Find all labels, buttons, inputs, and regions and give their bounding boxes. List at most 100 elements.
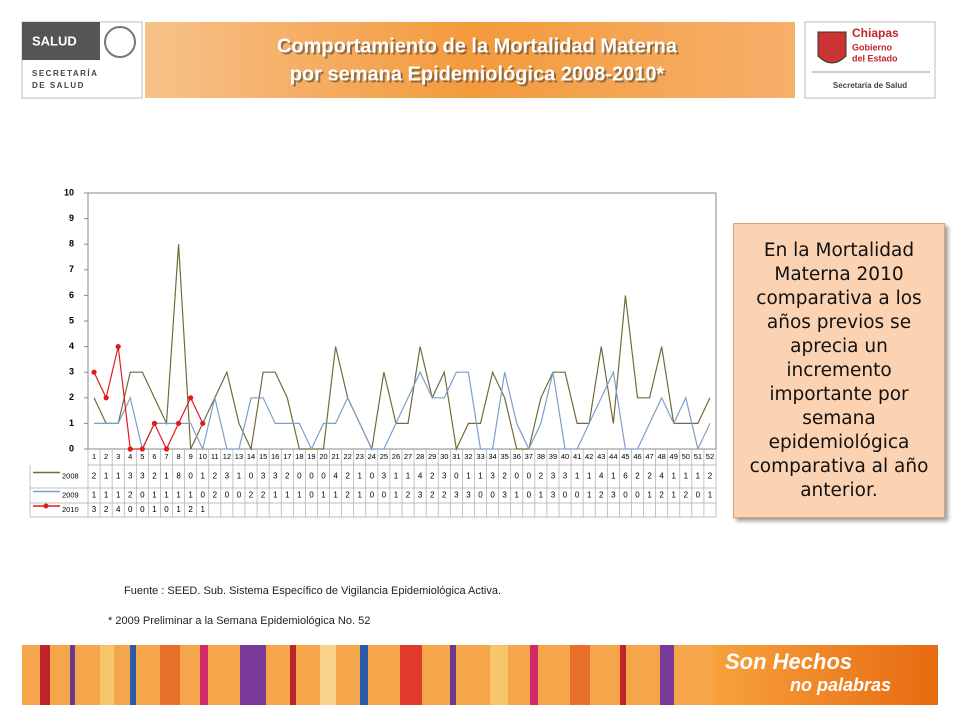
table-value: 1 <box>684 472 689 481</box>
table-value: 3 <box>442 472 447 481</box>
table-value: 1 <box>285 491 290 500</box>
x-tick-label: 23 <box>356 452 364 461</box>
table-value: 0 <box>164 505 169 514</box>
table-value: 1 <box>152 505 157 514</box>
logo-emblem <box>104 26 136 58</box>
y-tick-label: 0 <box>69 443 74 453</box>
table-value: 2 <box>635 472 640 481</box>
x-tick-label: 10 <box>199 452 207 461</box>
x-tick-label: 8 <box>176 452 180 461</box>
table-value: 4 <box>116 505 121 514</box>
table-value: 2 <box>647 472 652 481</box>
table-value: 0 <box>527 491 532 500</box>
table-value: 1 <box>188 491 193 500</box>
y-tick-label: 3 <box>69 367 74 377</box>
x-tick-label: 20 <box>319 452 327 461</box>
table-value: 2 <box>249 491 254 500</box>
x-tick-label: 21 <box>331 452 339 461</box>
x-tick-label: 2 <box>104 452 108 461</box>
x-tick-label: 1 <box>92 452 96 461</box>
y-tick-label: 2 <box>69 392 74 402</box>
table-value: 3 <box>140 472 145 481</box>
legend-marker <box>43 503 49 509</box>
point <box>91 369 97 375</box>
x-tick-label: 29 <box>428 452 436 461</box>
table-value: 2 <box>104 505 109 514</box>
table-value: 3 <box>225 472 230 481</box>
table-value: 1 <box>406 472 411 481</box>
table-value: 3 <box>418 491 423 500</box>
logo-sub: Secretaría de Salud <box>833 81 907 90</box>
logo-line: Gobierno <box>852 42 893 52</box>
table-value: 0 <box>321 472 326 481</box>
table-value: 1 <box>152 491 157 500</box>
title: por semana Epidemiológica 2008-2010* <box>290 63 665 85</box>
x-tick-label: 14 <box>247 452 255 461</box>
table-value: 2 <box>539 472 544 481</box>
table-value: 2 <box>345 472 350 481</box>
point <box>163 446 170 452</box>
table-value: 2 <box>152 472 157 481</box>
x-tick-label: 22 <box>343 452 351 461</box>
x-tick-label: 33 <box>476 452 484 461</box>
table-value: 1 <box>201 505 206 514</box>
table-value: 0 <box>309 472 314 481</box>
x-tick-label: 48 <box>657 452 665 461</box>
table-value: 0 <box>478 491 483 500</box>
x-tick-label: 50 <box>682 452 690 461</box>
table-value: 1 <box>333 491 338 500</box>
table-value: 3 <box>611 491 616 500</box>
table-value: 0 <box>309 491 314 500</box>
y-tick-label: 1 <box>69 418 74 428</box>
table-value: 1 <box>116 472 121 481</box>
table-value: 2 <box>599 491 604 500</box>
table-value: 0 <box>249 472 254 481</box>
x-tick-label: 16 <box>271 452 279 461</box>
table-value: 3 <box>92 505 97 514</box>
table-value: 6 <box>623 472 628 481</box>
table-value: 2 <box>285 472 290 481</box>
slogan: Son Hechos <box>725 649 852 674</box>
y-tick-label: 6 <box>69 290 74 300</box>
chart-area <box>30 183 720 517</box>
table-value: 3 <box>454 491 459 500</box>
table-value: 1 <box>92 491 97 500</box>
table-value: 1 <box>358 491 363 500</box>
x-tick-label: 24 <box>368 452 376 461</box>
x-tick-label: 52 <box>706 452 714 461</box>
title-shadow: Comportamiento de la Mortalidad Materna <box>279 37 680 59</box>
table-value: 1 <box>708 491 713 500</box>
point <box>127 446 133 452</box>
table-value: 1 <box>611 472 616 481</box>
table-value: 1 <box>176 491 181 500</box>
table-value: 2 <box>708 472 713 481</box>
x-tick-label: 38 <box>537 452 545 461</box>
footer-stripes <box>22 645 712 705</box>
table-value: 1 <box>201 472 206 481</box>
table-value: 0 <box>575 491 580 500</box>
logo-line: del Estado <box>852 53 898 63</box>
legend-label: 2010 <box>62 505 79 514</box>
table-value: 1 <box>672 472 677 481</box>
table-value: 2 <box>128 491 133 500</box>
table-value: 2 <box>430 472 435 481</box>
table-value: 4 <box>333 472 338 481</box>
x-tick-label: 18 <box>295 452 303 461</box>
table-value: 2 <box>92 472 97 481</box>
x-tick-label: 31 <box>452 452 460 461</box>
table-value: 1 <box>321 491 326 500</box>
table-value: 1 <box>116 491 121 500</box>
table-value: 2 <box>261 491 266 500</box>
text-box: En la Mortalidad Materna 2010 comparativ… <box>733 223 945 518</box>
table-value: 1 <box>164 491 169 500</box>
table-value: 4 <box>599 472 604 481</box>
table-value: 1 <box>647 491 652 500</box>
table-value: 2 <box>502 472 507 481</box>
x-tick-label: 11 <box>211 452 219 461</box>
x-tick-label: 46 <box>633 452 641 461</box>
logo-line: Chiapas <box>852 26 899 40</box>
table-value: 3 <box>273 472 278 481</box>
header-band <box>145 22 795 98</box>
x-tick-label: 4 <box>128 452 132 461</box>
